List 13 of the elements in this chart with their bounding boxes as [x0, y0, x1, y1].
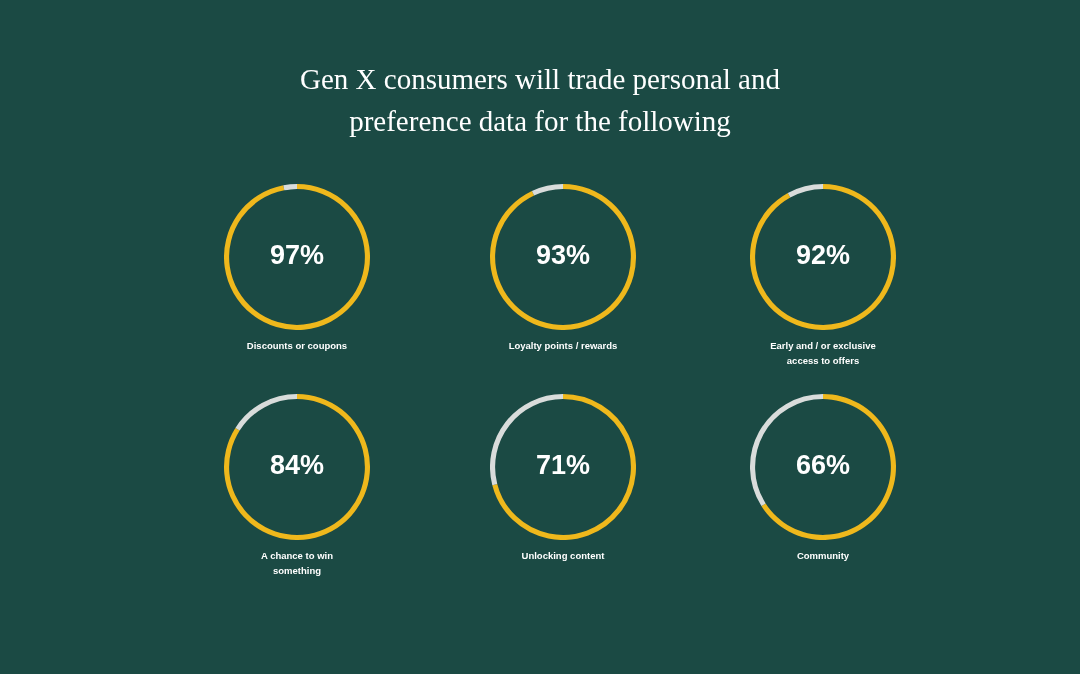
data-label: 71% — [535, 450, 591, 481]
text: Discounts or coupons — [245, 339, 349, 353]
data-label: 66% — [795, 450, 851, 481]
data-label: 97% — [269, 240, 325, 271]
text: A chance to win something — [260, 549, 334, 578]
text: Early and / or exclusive access to offers — [769, 339, 877, 368]
data-label: 84% — [269, 450, 325, 481]
text: Loyalty points / rewards — [507, 339, 619, 353]
data-label: 92% — [795, 240, 851, 271]
data-label: 93% — [535, 240, 591, 271]
text: Gen X consumers will trade personal and preference data for the following — [299, 62, 781, 139]
text: Community — [795, 549, 851, 563]
text: Unlocking content — [520, 549, 606, 563]
